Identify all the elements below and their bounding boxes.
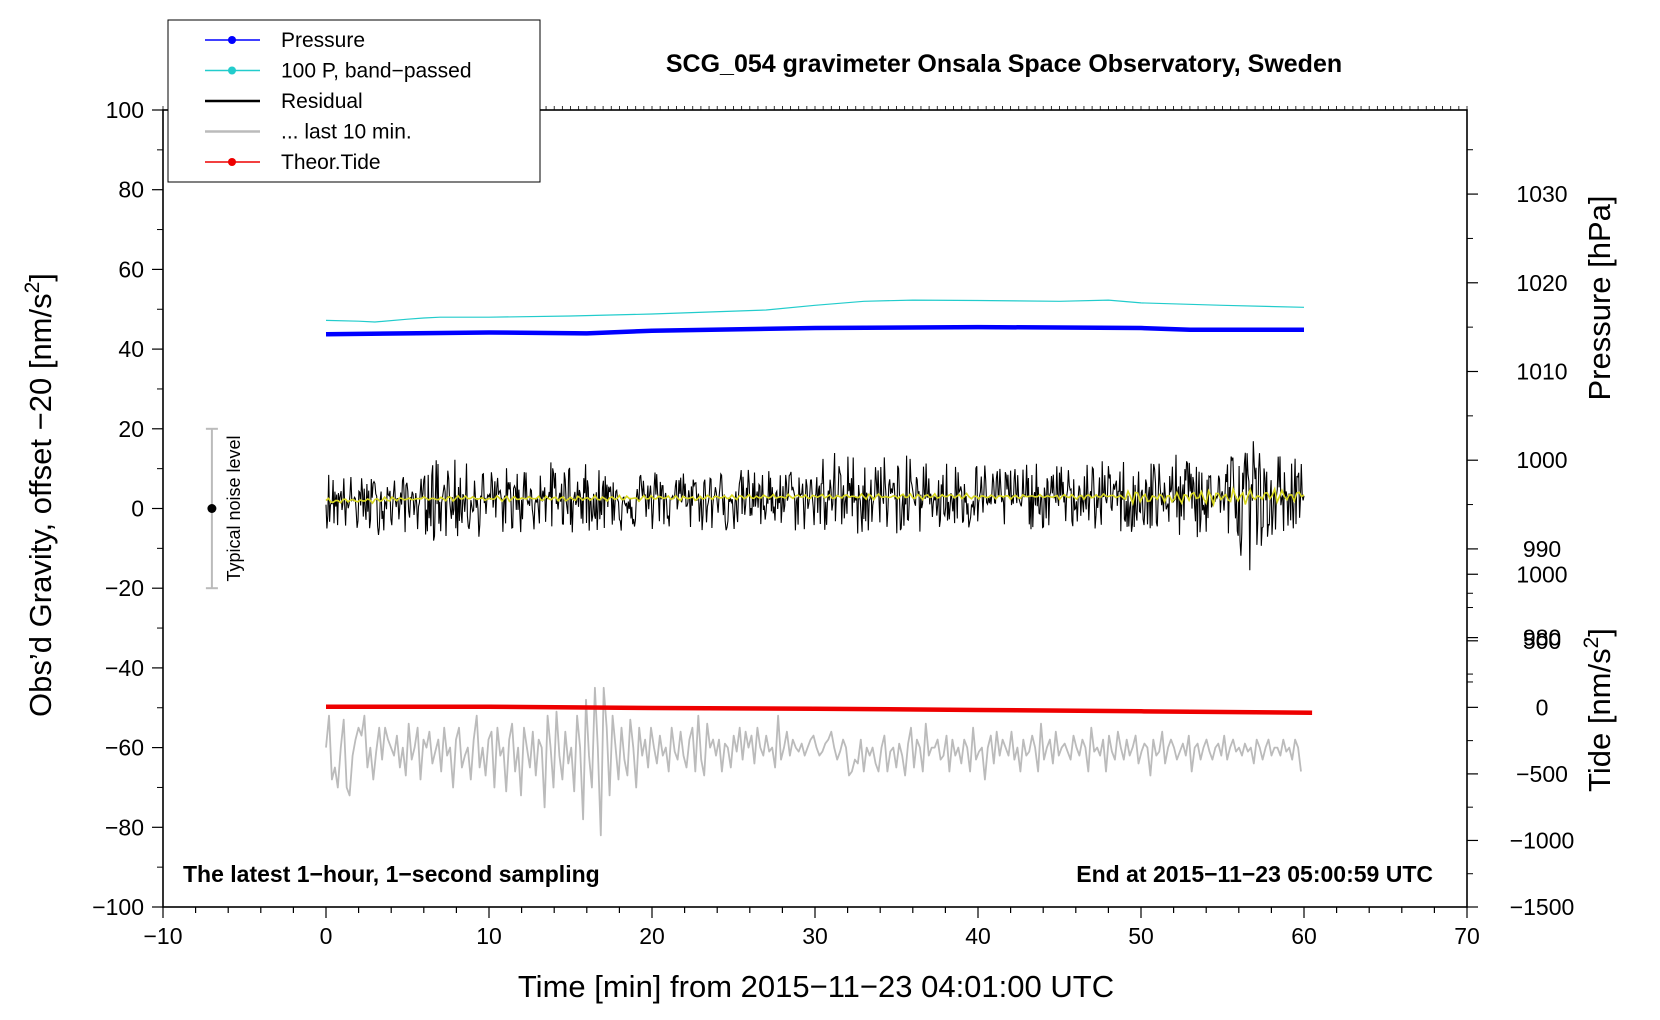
- series-tide-line: [326, 704, 1313, 715]
- x-tick-label: −10: [143, 923, 182, 949]
- tide-axis-label-main: Tide [nm/s: [1582, 648, 1617, 792]
- series-residual-line: [325, 441, 1305, 571]
- left-tick-label: 80: [118, 177, 144, 203]
- noise-bar-center-dot: [207, 504, 217, 513]
- x-tick-label: 70: [1454, 923, 1480, 949]
- left-tick-label: 60: [118, 256, 144, 282]
- left-tick-label: −100: [92, 894, 144, 920]
- tide-tick-label: 500: [1523, 628, 1561, 654]
- tide-tick-label: 1000: [1516, 561, 1567, 587]
- annotation-end-time: End at 2015−11−23 05:00:59 UTC: [1076, 861, 1433, 887]
- tide-axis-label-end: ]: [1582, 628, 1617, 637]
- left-tick-label: 20: [118, 416, 144, 442]
- series-bandpassed-pressure-line: [325, 299, 1305, 323]
- left-axis-label-main: Obs’d Gravity, offset −20 [nm/s: [23, 293, 58, 717]
- noise-level-label: Typical noise level: [224, 435, 244, 581]
- legend-marker: [228, 36, 236, 44]
- x-tick-label: 50: [1128, 923, 1154, 949]
- x-tick-label: 0: [320, 923, 333, 949]
- tide-tick-label: 0: [1536, 694, 1549, 720]
- legend-marker: [228, 66, 236, 75]
- x-axis-label: Time [min] from 2015−11−23 04:01:00 UTC: [518, 969, 1114, 1004]
- series-pressure-line: [325, 324, 1304, 337]
- legend-items: Pressure 100 P, band−passed Residual ... la…: [205, 29, 472, 174]
- tide-tick-label: −1500: [1510, 894, 1575, 920]
- series-residual-smoothed-line: [325, 485, 1305, 508]
- annotation-sampling: The latest 1−hour, 1−second sampling: [183, 861, 600, 887]
- pressure-tick-label: 990: [1523, 536, 1561, 562]
- legend-label: ... last 10 min.: [281, 121, 412, 144]
- left-tick-label: −20: [105, 575, 144, 601]
- pressure-tick-label: 1030: [1516, 181, 1567, 207]
- left-tick-label: 40: [118, 336, 144, 362]
- tide-tick-label: −500: [1516, 761, 1568, 787]
- left-axis-label-sup: 2: [21, 282, 44, 294]
- axes-layer: −10 0 10 20 30 40 50 60 70−100−80−60−40−20020406…: [92, 97, 1574, 949]
- series-last-10-min-line: [325, 686, 1302, 837]
- left-tick-label: 100: [106, 97, 144, 123]
- legend-label: Pressure: [281, 29, 365, 52]
- tide-tick-label: −1000: [1510, 827, 1575, 853]
- pressure-tick-label: 980: [1523, 625, 1561, 651]
- legend-marker: [228, 158, 236, 166]
- x-tick-label: 40: [965, 923, 991, 949]
- noise-level-bar: [205, 427, 218, 590]
- legend-label: Residual: [281, 90, 363, 113]
- pressure-tick-label: 1000: [1516, 447, 1567, 473]
- series-layer: [325, 299, 1313, 837]
- left-tick-label: −80: [105, 814, 144, 840]
- x-tick-label: 60: [1291, 923, 1317, 949]
- legend: Pressure 100 P, band−passed Residual ... la…: [167, 19, 541, 183]
- x-tick-label: 30: [802, 923, 828, 949]
- pressure-axis-label: Pressure [hPa]: [1582, 195, 1617, 400]
- chart-title: SCG_054 gravimeter Onsala Space Observat…: [666, 50, 1342, 78]
- left-tick-label: −40: [105, 655, 144, 681]
- left-tick-label: −60: [105, 735, 144, 761]
- tide-axis-label-sup: 2: [1580, 637, 1603, 649]
- left-axis-label-end: ]: [23, 273, 58, 282]
- left-axis-label: Obs’d Gravity, offset −20 [nm/s2]: [21, 273, 58, 717]
- left-tick-label: 0: [131, 496, 144, 522]
- legend-label: Theor.Tide: [281, 151, 381, 174]
- pressure-tick-label: 1010: [1516, 358, 1567, 384]
- pressure-tick-label: 1020: [1516, 270, 1567, 296]
- x-tick-label: 10: [476, 923, 502, 949]
- legend-label: 100 P, band−passed: [281, 60, 472, 83]
- tide-axis-label: Tide [nm/s2]: [1580, 628, 1617, 792]
- x-tick-label: 20: [639, 923, 665, 949]
